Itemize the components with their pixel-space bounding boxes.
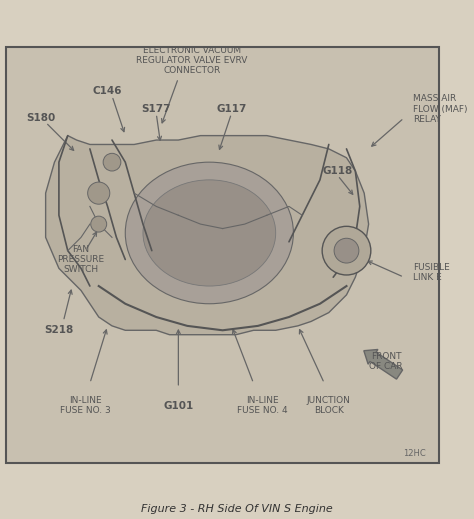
FancyBboxPatch shape bbox=[6, 47, 439, 463]
Text: MASS AIR
FLOW (MAF)
RELAY: MASS AIR FLOW (MAF) RELAY bbox=[413, 94, 467, 124]
Text: S218: S218 bbox=[44, 325, 73, 335]
Ellipse shape bbox=[125, 162, 293, 304]
Circle shape bbox=[103, 153, 121, 171]
Text: G117: G117 bbox=[216, 104, 246, 114]
Circle shape bbox=[322, 226, 371, 275]
Text: ELECTRONIC VACUUM
REGULATOR VALVE EVRV
CONNECTOR: ELECTRONIC VACUUM REGULATOR VALVE EVRV C… bbox=[136, 46, 247, 75]
Circle shape bbox=[334, 238, 359, 263]
Text: FAN
PRESSURE
SWITCH: FAN PRESSURE SWITCH bbox=[57, 244, 105, 275]
Text: S180: S180 bbox=[27, 113, 56, 123]
Text: G118: G118 bbox=[322, 166, 353, 176]
Circle shape bbox=[88, 182, 110, 204]
Polygon shape bbox=[46, 135, 369, 335]
Text: FUSIBLE
LINK E: FUSIBLE LINK E bbox=[413, 263, 450, 282]
Text: Figure 3 - RH Side Of VIN S Engine: Figure 3 - RH Side Of VIN S Engine bbox=[141, 503, 333, 514]
Circle shape bbox=[91, 216, 107, 232]
Text: IN-LINE
FUSE NO. 3: IN-LINE FUSE NO. 3 bbox=[60, 396, 111, 415]
Text: C146: C146 bbox=[93, 86, 122, 97]
Text: S177: S177 bbox=[142, 104, 171, 114]
Text: IN-LINE
FUSE NO. 4: IN-LINE FUSE NO. 4 bbox=[237, 396, 288, 415]
Text: FRONT
OF CAR: FRONT OF CAR bbox=[370, 351, 403, 371]
Text: G101: G101 bbox=[163, 401, 193, 411]
FancyArrow shape bbox=[364, 349, 402, 379]
Ellipse shape bbox=[143, 180, 276, 286]
Text: JUNCTION
BLOCK: JUNCTION BLOCK bbox=[307, 396, 351, 415]
Text: 12HC: 12HC bbox=[403, 449, 426, 458]
